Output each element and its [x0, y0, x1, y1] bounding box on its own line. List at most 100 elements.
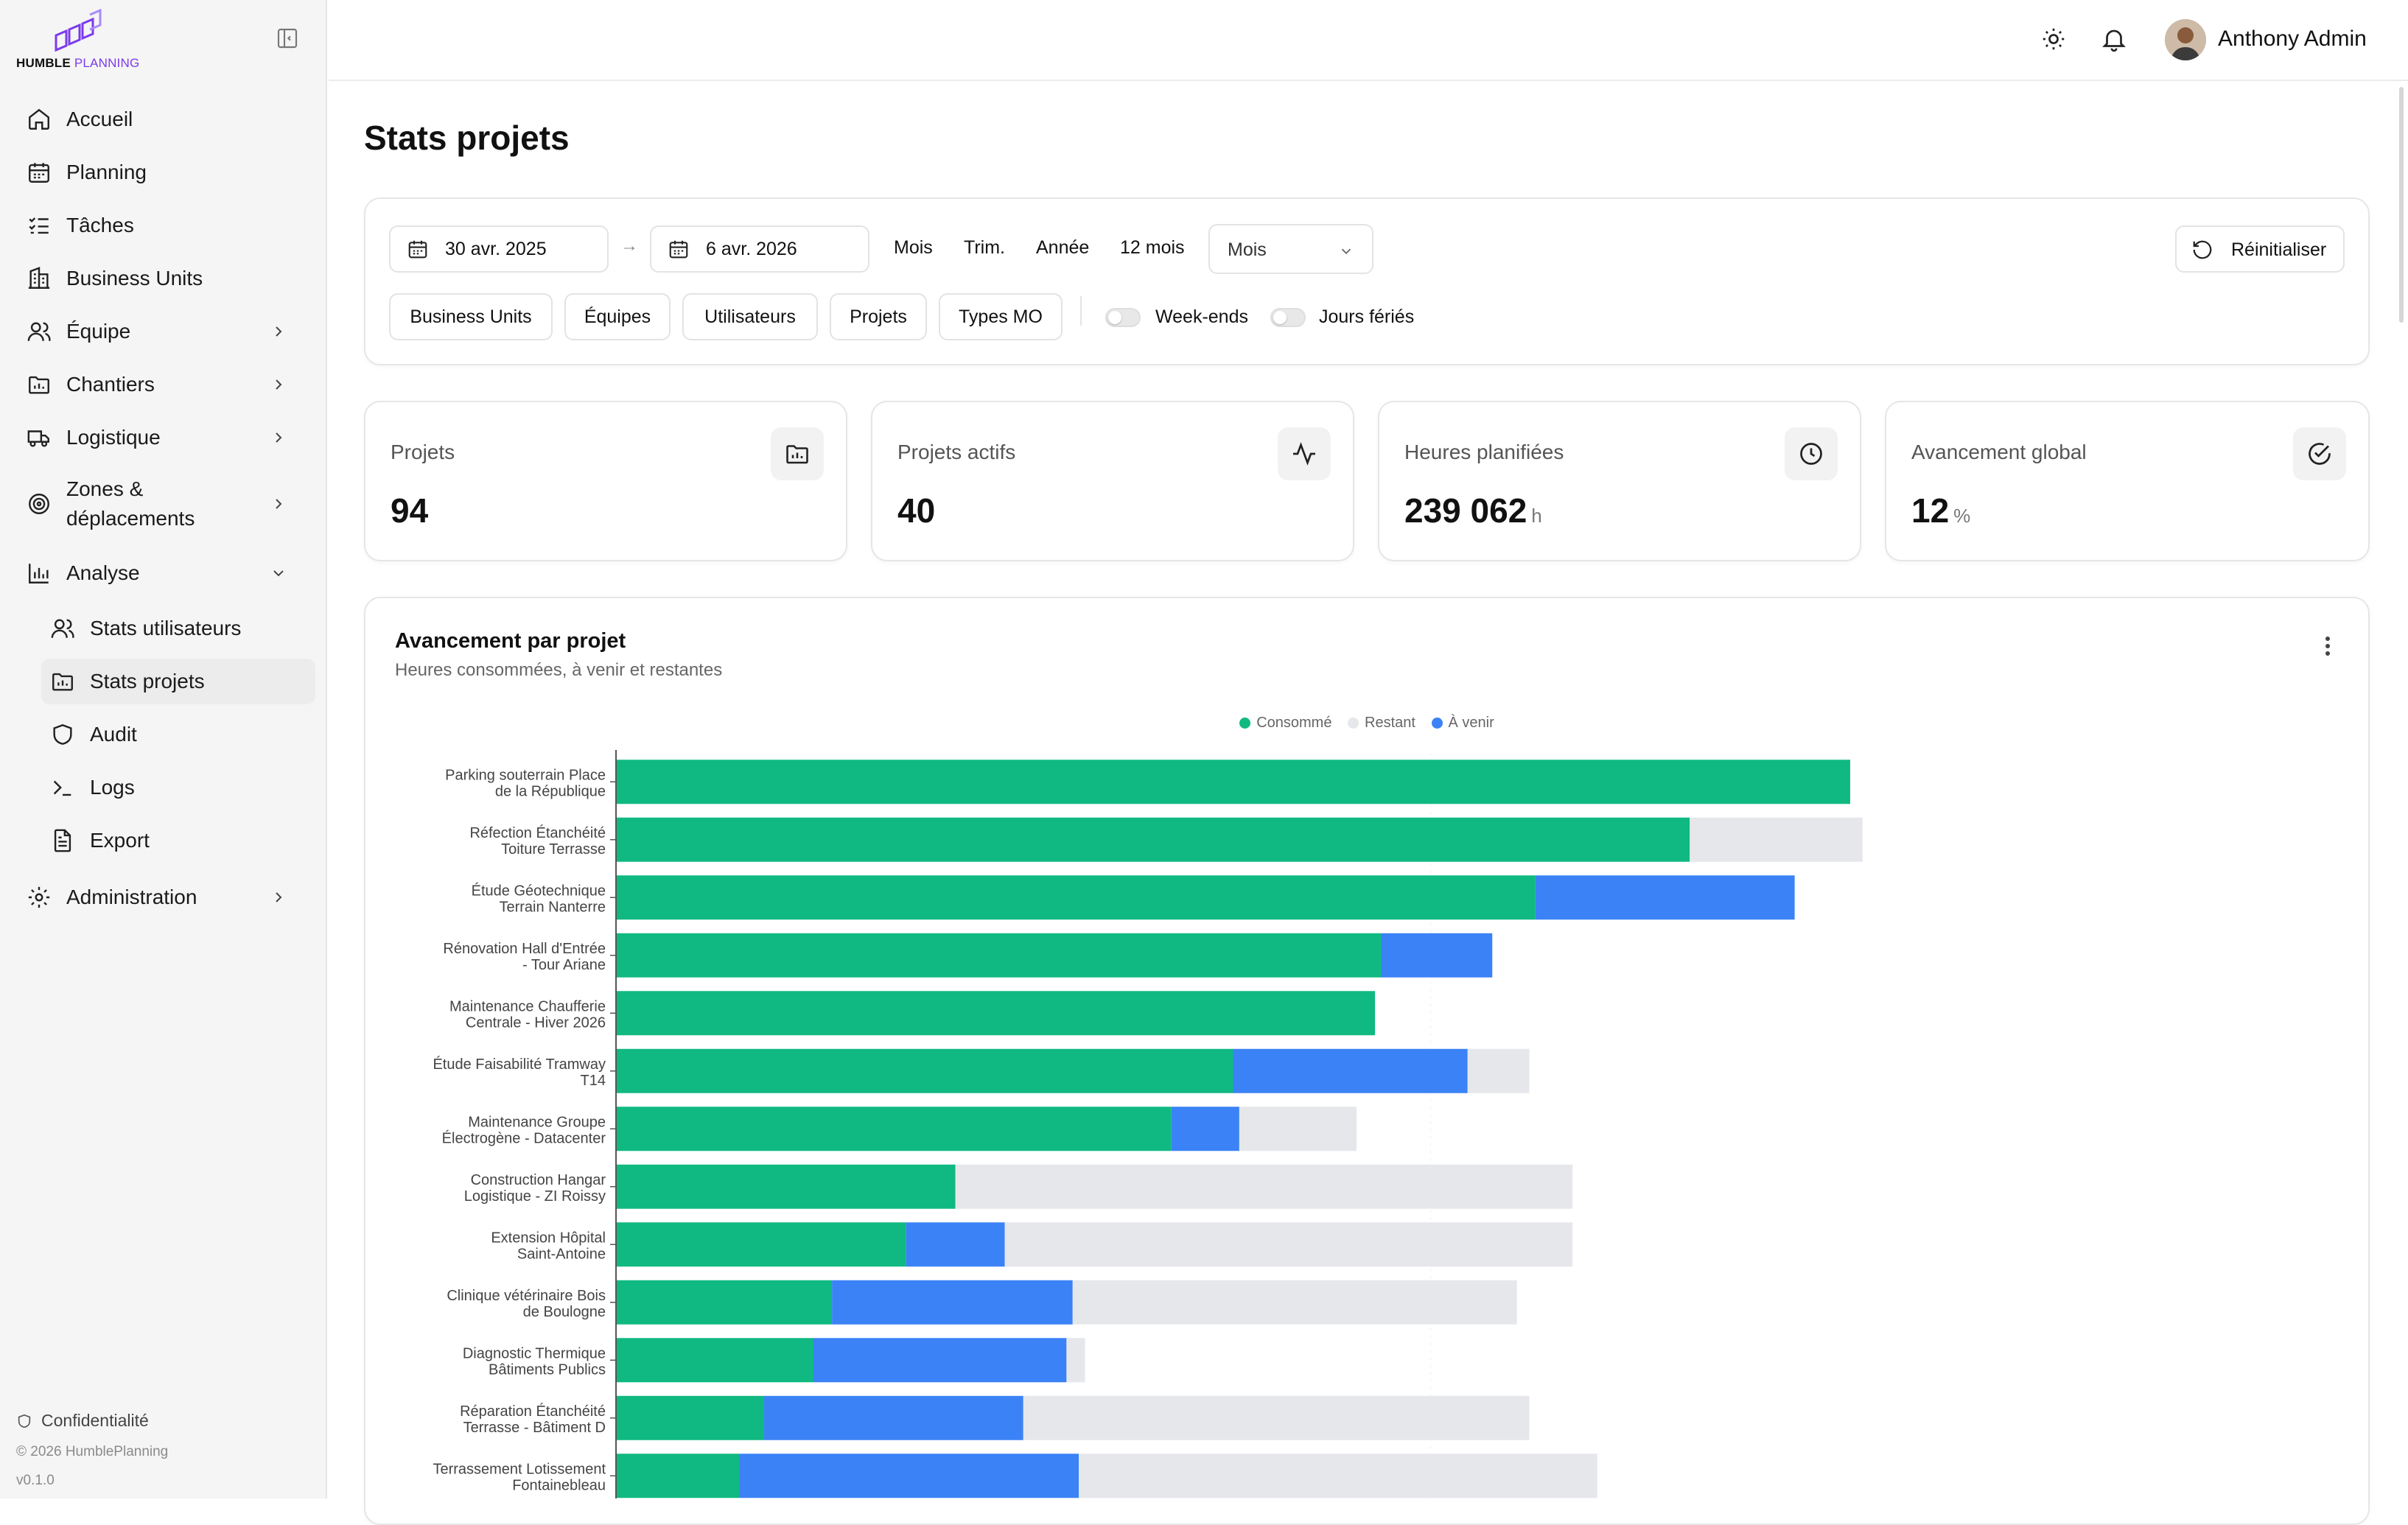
sidebar-item-zones[interactable]: Zones & déplacements — [18, 472, 308, 536]
sidebar-item-taches[interactable]: Tâches — [18, 203, 308, 248]
y-tick-label: Maintenance Chaufferie Centrale - Hiver 2… — [449, 998, 606, 1031]
granularity-select[interactable]: Mois — [1208, 224, 1373, 274]
user-name[interactable]: Anthony Admin — [2218, 27, 2367, 51]
holidays-label: Jours fériés — [1319, 306, 1415, 327]
sidebar-item-label: Chantiers — [66, 373, 155, 396]
bar-consomm-3[interactable] — [616, 933, 1382, 978]
stat-label: Avancement global — [1911, 441, 2087, 463]
privacy-link[interactable]: Confidentialité — [16, 1411, 149, 1431]
y-tick-label-line: Clinique vétérinaire Bois — [447, 1288, 606, 1304]
bar-consomm-0[interactable] — [616, 760, 1850, 804]
sidebar-item-planning[interactable]: Planning — [18, 150, 308, 195]
period-mois-button[interactable]: Mois — [894, 237, 933, 258]
sidebar-item-accueil[interactable]: Accueil — [18, 97, 308, 142]
holidays-toggle[interactable] — [1270, 308, 1306, 327]
period-annee-button[interactable]: Année — [1036, 237, 1090, 258]
period-trim-button[interactable]: Trim. — [964, 237, 1005, 258]
users-icon — [51, 619, 74, 639]
brand-logo[interactable]: HUMBLE PLANNING — [16, 9, 149, 71]
sidebar-item-analyse[interactable]: Analyse — [18, 550, 308, 596]
bar-restant-5[interactable] — [1467, 1048, 1530, 1093]
bar-consomm-10[interactable] — [616, 1338, 813, 1383]
legend-swatch — [1348, 718, 1359, 729]
bar-consomm-6[interactable] — [616, 1107, 1172, 1151]
bar-consomm-9[interactable] — [616, 1280, 833, 1325]
date-range-arrow-icon: → — [620, 236, 638, 256]
bar-venir-10[interactable] — [813, 1338, 1067, 1383]
filter-chip-equipes[interactable]: Équipes — [564, 293, 671, 340]
avatar[interactable] — [2165, 19, 2206, 60]
bar-restant-7[interactable] — [955, 1164, 1573, 1209]
bar-restant-8[interactable] — [1004, 1222, 1573, 1267]
more-vertical-icon[interactable] — [2324, 635, 2331, 657]
bar-venir-2[interactable] — [1535, 875, 1795, 920]
stat-card-projets-actifs: Projets actifs 40 — [871, 401, 1354, 561]
sidebar-item-business-units[interactable]: Business Units — [18, 256, 308, 301]
bar-restant-9[interactable] — [1072, 1280, 1517, 1325]
bar-restant-12[interactable] — [1079, 1454, 1597, 1498]
calendar-icon — [29, 163, 49, 183]
y-tick-label: Réparation Étanchéité Terrasse - Bâtiment… — [460, 1403, 606, 1436]
sidebar-item-label: Zones & déplacements — [66, 474, 195, 533]
theme-toggle-button[interactable] — [2040, 25, 2068, 53]
bar-venir-6[interactable] — [1171, 1107, 1239, 1151]
sidebar-item-chantiers[interactable]: Chantiers — [18, 362, 308, 407]
legend-item-restant[interactable]: Restant — [1348, 715, 1415, 732]
bar-venir-8[interactable] — [906, 1222, 1005, 1267]
bar-consomm-2[interactable] — [616, 875, 1536, 920]
stat-unit: % — [1953, 505, 1971, 527]
filter-chip-projets[interactable]: Projets — [830, 293, 927, 340]
y-tick-label-line: Diagnostic Thermique — [463, 1345, 606, 1361]
bar-restant-10[interactable] — [1066, 1338, 1085, 1383]
period-12-mois-button[interactable]: 12 mois — [1120, 237, 1185, 258]
legend-item-a-venir[interactable]: À venir — [1431, 715, 1494, 732]
bar-consomm-7[interactable] — [616, 1164, 956, 1209]
reset-button[interactable]: Réinitialiser — [2175, 225, 2345, 273]
legend-item-consomme[interactable]: Consommé — [1239, 715, 1331, 732]
page-scrollbar[interactable] — [2399, 87, 2404, 323]
bar-consomm-4[interactable] — [616, 991, 1376, 1036]
sidebar-item-equipe[interactable]: Équipe — [18, 309, 308, 354]
chevron-down-icon — [273, 570, 284, 577]
bar-consomm-1[interactable] — [616, 817, 1690, 862]
sidebar-collapse-button[interactable] — [276, 27, 299, 50]
y-tick-label-line: Étude Faisabilité Tramway — [433, 1056, 606, 1073]
bar-venir-12[interactable] — [739, 1454, 1079, 1498]
calendar-icon — [669, 240, 688, 259]
bar-venir-11[interactable] — [764, 1395, 1023, 1440]
stat-value: 239 062 h — [1404, 491, 1542, 530]
y-tick-label: Clinique vétérinaire Bois de Boulogne — [447, 1288, 606, 1320]
stat-label: Heures planifiées — [1404, 441, 1564, 463]
sidebar-item-stats-projets[interactable]: Stats projets — [41, 659, 315, 704]
bar-restant-1[interactable] — [1690, 817, 1863, 862]
sidebar-item-audit[interactable]: Audit — [41, 712, 315, 757]
y-tick-label-line: de Boulogne — [523, 1304, 606, 1320]
end-date-picker[interactable]: 6 avr. 2026 — [650, 225, 869, 273]
filter-chip-business-units[interactable]: Business Units — [389, 293, 553, 340]
y-tick-label-line: Terrassement Lotissement — [433, 1461, 606, 1477]
sidebar-item-logistique[interactable]: Logistique — [18, 415, 308, 460]
y-tick-label-line: Saint-Antoine — [517, 1246, 606, 1262]
sidebar: HUMBLE PLANNING Accueil Planning Tâches … — [0, 0, 327, 1498]
bar-consomm-11[interactable] — [616, 1395, 764, 1440]
y-tick-label-line: Centrale - Hiver 2026 — [466, 1014, 606, 1031]
notifications-button[interactable] — [2100, 25, 2128, 53]
sidebar-item-logs[interactable]: Logs — [41, 765, 315, 810]
bar-venir-9[interactable] — [832, 1280, 1073, 1325]
start-date-picker[interactable]: 30 avr. 2025 — [389, 225, 609, 273]
filter-chip-types-mo[interactable]: Types MO — [939, 293, 1063, 340]
sidebar-item-stats-utilisateurs[interactable]: Stats utilisateurs — [41, 606, 315, 651]
filter-chip-utilisateurs[interactable]: Utilisateurs — [682, 293, 818, 340]
sidebar-item-export[interactable]: Export — [41, 818, 315, 863]
bar-venir-3[interactable] — [1381, 933, 1493, 978]
chevron-right-icon — [276, 892, 282, 902]
sidebar-item-administration[interactable]: Administration — [18, 874, 308, 920]
bar-restant-11[interactable] — [1023, 1395, 1530, 1440]
bar-restant-6[interactable] — [1239, 1107, 1357, 1151]
bar-venir-5[interactable] — [1233, 1048, 1468, 1093]
sidebar-item-label: Audit — [90, 723, 137, 746]
weekends-toggle[interactable] — [1105, 308, 1141, 327]
bar-consomm-5[interactable] — [616, 1048, 1233, 1093]
bar-consomm-12[interactable] — [616, 1454, 740, 1498]
bar-consomm-8[interactable] — [616, 1222, 906, 1267]
